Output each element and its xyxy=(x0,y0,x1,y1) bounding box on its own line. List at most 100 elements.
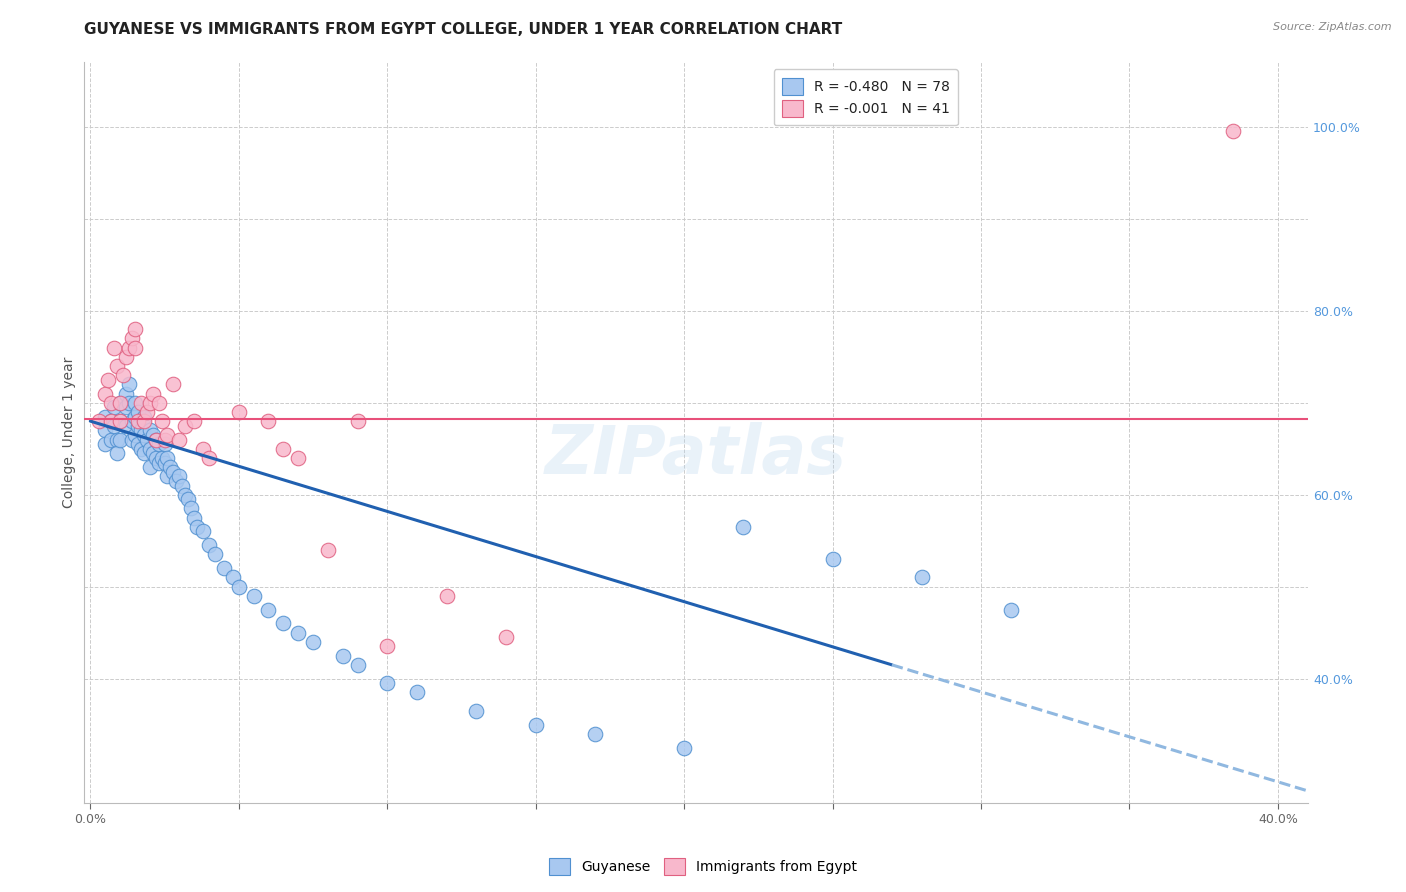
Point xyxy=(287,450,309,465)
Point xyxy=(169,469,191,483)
Point xyxy=(583,727,606,741)
Point xyxy=(821,552,844,566)
Point xyxy=(1222,124,1244,138)
Point xyxy=(103,418,125,433)
Point xyxy=(162,377,184,392)
Point xyxy=(127,405,149,419)
Point xyxy=(124,395,146,409)
Point xyxy=(174,488,197,502)
Point xyxy=(105,446,128,460)
Point xyxy=(124,322,146,336)
Point xyxy=(375,640,398,654)
Point xyxy=(228,580,250,594)
Point xyxy=(287,625,309,640)
Point xyxy=(436,589,458,603)
Point xyxy=(156,428,179,442)
Point xyxy=(115,418,138,433)
Point xyxy=(524,717,547,731)
Point xyxy=(138,442,160,456)
Point xyxy=(129,423,152,437)
Point xyxy=(103,341,125,355)
Point xyxy=(138,423,160,437)
Point xyxy=(406,685,429,699)
Point xyxy=(346,414,368,428)
Point xyxy=(346,657,368,672)
Point xyxy=(156,469,179,483)
Point xyxy=(165,474,187,488)
Point xyxy=(142,446,165,460)
Point xyxy=(94,423,117,437)
Point xyxy=(108,433,131,447)
Point xyxy=(332,648,354,663)
Point xyxy=(100,395,122,409)
Point xyxy=(100,414,122,428)
Point xyxy=(673,740,696,755)
Point xyxy=(191,442,214,456)
Point xyxy=(257,602,280,616)
Point xyxy=(142,428,165,442)
Point xyxy=(183,414,205,428)
Point xyxy=(172,478,194,492)
Point xyxy=(121,414,143,428)
Point xyxy=(177,492,200,507)
Point xyxy=(186,520,208,534)
Point xyxy=(257,414,280,428)
Point xyxy=(180,501,202,516)
Point xyxy=(142,386,165,401)
Point xyxy=(150,450,173,465)
Point xyxy=(129,442,152,456)
Point xyxy=(271,442,294,456)
Point xyxy=(169,433,191,447)
Point xyxy=(124,341,146,355)
Point xyxy=(271,616,294,631)
Point xyxy=(138,460,160,475)
Point xyxy=(145,433,167,447)
Y-axis label: College, Under 1 year: College, Under 1 year xyxy=(62,357,76,508)
Point xyxy=(153,437,176,451)
Point xyxy=(150,414,173,428)
Point xyxy=(129,395,152,409)
Text: GUYANESE VS IMMIGRANTS FROM EGYPT COLLEGE, UNDER 1 YEAR CORRELATION CHART: GUYANESE VS IMMIGRANTS FROM EGYPT COLLEG… xyxy=(84,22,842,37)
Text: ZIPatlas: ZIPatlas xyxy=(546,422,846,488)
Point xyxy=(495,630,517,644)
Point xyxy=(108,414,131,428)
Point xyxy=(118,341,141,355)
Point xyxy=(204,548,226,562)
Point xyxy=(105,359,128,373)
Point xyxy=(115,386,138,401)
Point xyxy=(89,414,111,428)
Point xyxy=(132,428,155,442)
Point xyxy=(1000,602,1022,616)
Point xyxy=(910,570,932,584)
Point xyxy=(153,433,176,447)
Point xyxy=(198,450,221,465)
Legend: R = -0.480   N = 78, R = -0.001   N = 41: R = -0.480 N = 78, R = -0.001 N = 41 xyxy=(773,70,957,126)
Point xyxy=(94,437,117,451)
Point xyxy=(132,414,155,428)
Point xyxy=(121,331,143,345)
Point xyxy=(124,409,146,424)
Text: Source: ZipAtlas.com: Source: ZipAtlas.com xyxy=(1274,22,1392,32)
Point xyxy=(183,510,205,524)
Point xyxy=(153,456,176,470)
Point xyxy=(127,418,149,433)
Point xyxy=(108,395,131,409)
Point xyxy=(145,433,167,447)
Point xyxy=(124,428,146,442)
Point xyxy=(302,635,325,649)
Point xyxy=(375,676,398,690)
Point xyxy=(127,437,149,451)
Point xyxy=(148,437,170,451)
Point xyxy=(156,450,179,465)
Point xyxy=(115,401,138,415)
Point xyxy=(127,414,149,428)
Point xyxy=(733,520,755,534)
Point xyxy=(148,456,170,470)
Point xyxy=(94,386,117,401)
Point xyxy=(115,350,138,364)
Point xyxy=(111,368,134,383)
Point xyxy=(191,524,214,539)
Point xyxy=(148,395,170,409)
Point xyxy=(108,414,131,428)
Point xyxy=(121,433,143,447)
